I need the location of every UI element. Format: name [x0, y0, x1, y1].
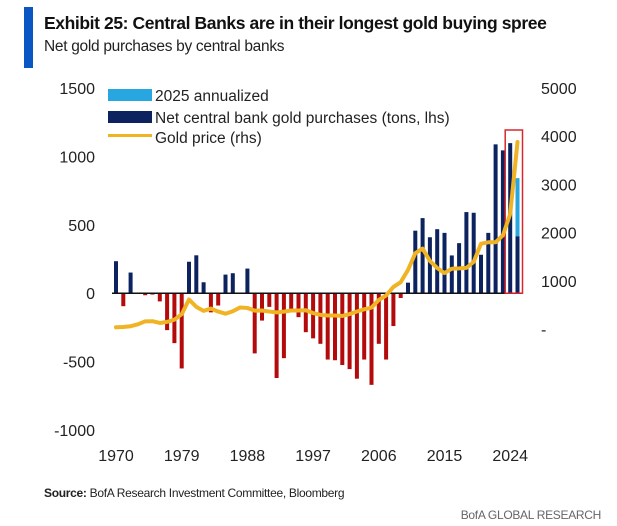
x-tick-label: 1970: [98, 448, 134, 465]
brand-label: BofA GLOBAL RESEARCH: [460, 508, 602, 522]
bar-2002: [347, 293, 352, 370]
legend-label-gold-price: Gold price (rhs): [155, 130, 262, 147]
bar-2006: [376, 293, 381, 344]
bar-2015: [442, 232, 447, 294]
bar-2025: [515, 236, 520, 294]
x-tick-label: 1997: [295, 448, 331, 465]
bar-2001: [340, 293, 345, 366]
bar-2023: [500, 150, 505, 294]
bar-1976: [157, 293, 162, 302]
bar-2018: [464, 212, 469, 294]
source-text: BofA Research Investment Committee, Bloo…: [86, 486, 345, 500]
bar-1980: [187, 261, 191, 294]
bar-2019: [471, 212, 476, 294]
bar-2012: [420, 218, 425, 294]
bar-1972: [128, 272, 133, 294]
bar-2000: [333, 293, 337, 361]
bar-1993: [281, 293, 286, 359]
y-left-tick-label: 0: [86, 286, 95, 303]
chart-title: Exhibit 25: Central Banks are in their l…: [44, 13, 547, 33]
bar-2010: [406, 282, 410, 294]
bar-1995: [296, 293, 301, 318]
bar-1998: [318, 293, 323, 344]
y-right-tick-label: 5000: [541, 81, 577, 98]
legend-swatch-annualized: [108, 89, 152, 101]
y-right-tick-label: 4000: [541, 129, 577, 146]
chart-subtitle: Net gold purchases by central banks: [44, 38, 285, 55]
bar-1992: [274, 293, 279, 379]
y-right-tick-label: -: [541, 322, 546, 339]
bar-2020: [479, 254, 483, 294]
bar-1997: [311, 293, 316, 339]
bar-2011: [413, 230, 418, 294]
bar-1981: [194, 255, 199, 294]
bar-2008: [391, 293, 396, 327]
legend-label-annualized: 2025 annualized: [155, 88, 269, 105]
gold-price-line: [114, 139, 520, 330]
bar-1985: [223, 274, 228, 294]
y-left-tick-label: 1000: [59, 149, 95, 166]
x-tick-label: 1979: [164, 448, 200, 465]
legend-swatch-purchases: [108, 111, 152, 123]
y-left-tick-label: -500: [63, 355, 95, 372]
bar-1996: [303, 293, 308, 333]
bar-1986: [230, 273, 235, 294]
bar-1999: [325, 293, 330, 360]
bar-1977: [165, 293, 170, 331]
bar-1990: [260, 293, 264, 321]
legend: 2025 annualized Net central bank gold pu…: [108, 88, 450, 147]
bar-2016: [449, 255, 454, 294]
bar-2014: [435, 229, 440, 294]
bar-1974: [143, 293, 148, 296]
bar-2022: [493, 144, 498, 294]
x-tick-label: 2015: [427, 448, 463, 465]
y-left-tick-label: -1000: [54, 423, 95, 440]
bar-1983: [208, 293, 213, 313]
y-right-tick-label: 1000: [541, 274, 577, 291]
bar-1982: [201, 282, 206, 294]
bar-1991: [267, 293, 272, 307]
bar-1979: [179, 293, 184, 369]
legend-label-purchases: Net central bank gold purchases (tons, l…: [155, 110, 450, 127]
bar-2013: [427, 237, 432, 294]
bar-1970: [114, 261, 118, 294]
highlight-box: [504, 129, 524, 294]
bar-2005: [369, 293, 374, 385]
bar-1989: [252, 293, 257, 354]
bar-2021: [486, 232, 491, 294]
x-tick-label: 2006: [361, 448, 397, 465]
y-left-tick-label: 1500: [59, 81, 95, 98]
bar-1988: [245, 268, 250, 294]
bar-2007: [384, 293, 389, 360]
title-accent-bar: [24, 7, 33, 68]
source-note: Source: BofA Research Investment Committ…: [44, 486, 345, 500]
y-right-tick-label: 2000: [541, 226, 577, 243]
bar-1971: [121, 293, 126, 307]
legend-swatch-gold-price: [108, 134, 152, 137]
x-tick-label: 1988: [230, 448, 266, 465]
bar-2003: [354, 293, 359, 379]
y-left-tick-label: 500: [68, 218, 95, 235]
x-tick-label: 2024: [492, 448, 528, 465]
bar-annualized-2025: [515, 178, 520, 294]
y-right-tick-label: 3000: [541, 177, 577, 194]
bar-1994: [289, 293, 294, 313]
bar-2009: [398, 293, 403, 298]
bar-1984: [216, 293, 221, 306]
bar-2004: [362, 293, 367, 360]
source-label: Source:: [44, 486, 87, 500]
